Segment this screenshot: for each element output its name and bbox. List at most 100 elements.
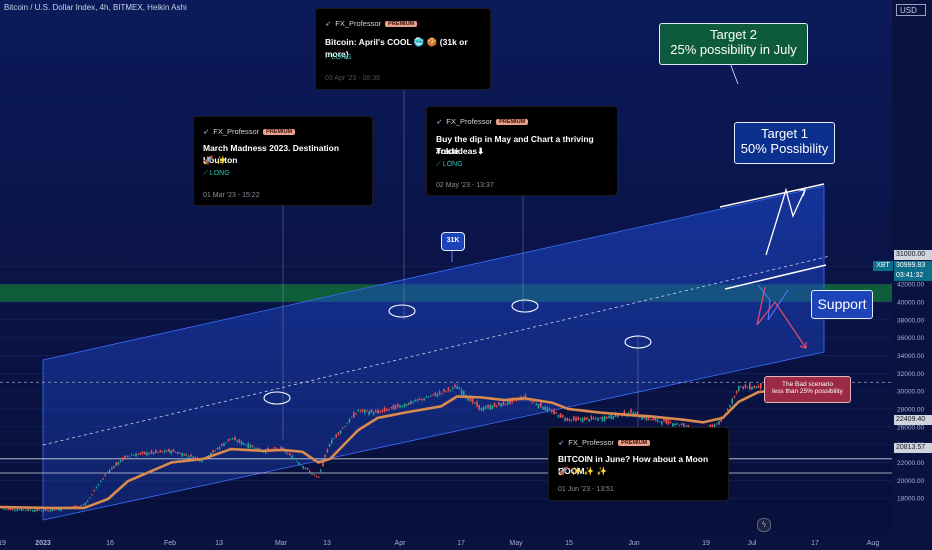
time-axis-label: May [509, 540, 523, 547]
idea-title-line2: 🚀 ✨ [203, 155, 227, 165]
candle-body [709, 424, 711, 429]
candle-body [311, 472, 313, 475]
price-tag-timer: 03:41:32 [894, 271, 932, 281]
time-axis-label: 17 [457, 540, 465, 547]
candle-body [718, 420, 720, 425]
candle-body [126, 455, 128, 457]
candle-body [111, 467, 113, 470]
candle-body [555, 412, 557, 414]
candle-body [287, 453, 289, 454]
candle-body [256, 447, 258, 450]
candle-body [559, 413, 562, 418]
candle-body [192, 456, 194, 460]
candle-body [300, 464, 302, 466]
candle-body [177, 452, 179, 455]
candle-body [232, 438, 234, 440]
candle-body [236, 440, 238, 443]
candle-body [238, 439, 241, 443]
candle-body [150, 450, 153, 454]
candle-body [603, 416, 606, 422]
candle-body [661, 421, 663, 425]
candle-body [636, 411, 639, 416]
candle-body [729, 405, 731, 408]
time-axis-label: 13 [323, 540, 331, 547]
candle-body [225, 442, 227, 444]
candle-body [7, 508, 10, 510]
candle-body [491, 405, 494, 409]
candle-body [423, 398, 425, 401]
time-axis-label: 15 [565, 540, 573, 547]
candle-body [309, 470, 311, 473]
candle-body [744, 384, 747, 388]
candle-body [317, 477, 320, 478]
candle-body [383, 407, 386, 412]
candle-body [102, 478, 104, 480]
candle-body [313, 474, 315, 476]
candle-body [443, 389, 445, 392]
candle-body [542, 406, 544, 410]
candle-body [38, 509, 40, 511]
candle-body [713, 424, 716, 428]
candle-body [680, 423, 683, 426]
candle-body [344, 426, 346, 428]
candle-body [306, 467, 309, 470]
candle-body [51, 509, 54, 511]
idea-position: ⟋ LONG [436, 161, 463, 168]
replay-icon[interactable]: ϟ [757, 518, 771, 532]
candle-body [361, 409, 364, 412]
time-axis-label: 16 [106, 540, 114, 547]
target2-line1: Target 2 [710, 27, 757, 42]
candle-body [372, 411, 375, 415]
idea-title: March Madness 2023. Destination Houston [203, 143, 340, 165]
candle-body [419, 398, 421, 400]
candle-body [212, 449, 214, 453]
currency-button[interactable]: USD [896, 4, 926, 16]
candle-body [5, 509, 7, 510]
candle-body [405, 404, 408, 407]
idea-card-march[interactable]: ➶ FX_Professor PREMIUM March Madness 2023.… [194, 117, 372, 205]
candle-body [564, 418, 566, 421]
candle-body [108, 469, 111, 473]
bad-line2: less than 25% possibility [772, 388, 843, 395]
candle-body [623, 410, 626, 416]
candle-body [478, 404, 480, 410]
candle-body [456, 386, 458, 389]
candle-body [350, 416, 353, 418]
idea-title: Bitcoin: April's COOL 🥶 🍪 (31k or more) [325, 37, 468, 59]
idea-card-june[interactable]: ➶ FX_Professor PREMIUM BITCOIN in June? Ho… [549, 428, 728, 500]
candle-body [168, 448, 170, 453]
candle-body [753, 385, 755, 388]
idea-card-april[interactable]: ➶ FX_Professor PREMIUM Bitcoin: April's CO… [316, 9, 490, 89]
candle-body [223, 443, 225, 447]
candle-body [155, 449, 157, 454]
idea-card-may[interactable]: ➶ FX_Professor PREMIUM Buy the dip in May … [427, 107, 617, 195]
candle-body [166, 450, 168, 452]
candle-body [210, 452, 212, 456]
price-tag-20813: 20813.57 [894, 443, 932, 453]
idea-position: ⟋ LONG [203, 170, 230, 177]
candle-body [427, 396, 430, 398]
price-axis-label: 34000.00 [897, 353, 924, 360]
candle-body [53, 509, 56, 511]
candle-body [610, 414, 612, 419]
price-tag-31000: 31000.00 [894, 250, 932, 260]
candle-body [298, 462, 300, 465]
price-axis-label: 32000.00 [897, 371, 924, 378]
candle-body [463, 391, 465, 396]
candle-body [685, 426, 687, 428]
candle-body [124, 455, 126, 459]
candle-body [489, 405, 491, 410]
candle-body [333, 438, 335, 440]
candle-body [390, 407, 392, 409]
time-axis-label: 2023 [35, 540, 51, 547]
candle-body [749, 383, 751, 390]
candle-body [188, 456, 190, 458]
target1-line [719, 183, 825, 208]
candle-body [731, 398, 733, 404]
candle-body [500, 403, 502, 407]
author-name: FX_Professor [213, 127, 260, 136]
idea-title-line2: #okxideas⬇ [436, 146, 485, 156]
candle-body [599, 417, 601, 419]
candle-body [581, 417, 584, 423]
